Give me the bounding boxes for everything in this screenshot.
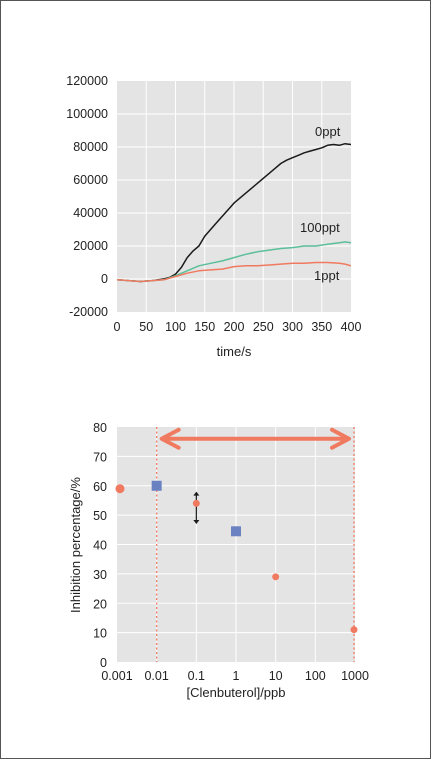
x-tick-label: 0.001 [101, 669, 132, 683]
data-point [115, 484, 125, 494]
y-tick-label: 20 [93, 597, 107, 611]
time-course-chart: -20000020000400006000080000100000120000 … [66, 74, 361, 359]
data-point [192, 499, 200, 507]
x-tick-label: 10 [269, 669, 283, 683]
data-point [272, 573, 280, 581]
x-tick-label: 350 [311, 320, 332, 334]
y-tick-label: 20000 [73, 239, 108, 253]
y-tick-label: 120000 [66, 74, 108, 88]
x-tick-labels: 0 50 100 150 200 250 300 350 400 [114, 320, 362, 334]
gridlines [117, 81, 351, 312]
x-tick-labels: 0.001 0.01 0.1 1 10 100 1000 [101, 669, 369, 683]
data-point-square [151, 480, 162, 491]
x-axis-label: [Clenbuterol]/ppb [186, 685, 285, 700]
y-tick-label: 10 [93, 627, 107, 641]
error-arrow-head-down [193, 519, 200, 524]
range-arrow-head-left [159, 427, 181, 450]
inhibition-chart: 0 10 20 30 40 50 60 70 80 0.001 0.01 0.1 1 10 100 1000… [68, 421, 369, 700]
y-tick-label: 0 [101, 272, 108, 286]
x-tick-label: 0.01 [144, 669, 168, 683]
x-tick-label: 150 [194, 320, 215, 334]
y-tick-label: -20000 [69, 305, 108, 319]
range-arrow-head-right [330, 427, 351, 450]
y-tick-label: 80000 [73, 140, 108, 154]
y-tick-label: 100000 [66, 107, 108, 121]
y-tick-labels: 0 10 20 30 40 50 60 70 80 [93, 421, 107, 670]
x-tick-label: 1000 [341, 669, 369, 683]
y-tick-label: 60000 [73, 173, 108, 187]
y-tick-label: 70 [93, 450, 107, 464]
y-tick-label: 80 [93, 421, 107, 435]
x-tick-label: 300 [282, 320, 303, 334]
y-tick-label: 40000 [73, 206, 108, 220]
x-tick-label: 400 [341, 320, 362, 334]
series-line-0ppt [117, 142, 351, 283]
x-tick-label: 50 [139, 320, 153, 334]
x-tick-label: 100 [305, 669, 326, 683]
x-axis-label: time/s [217, 344, 252, 359]
series-line-1ppt [117, 261, 351, 283]
x-tick-label: 200 [224, 320, 245, 334]
x-tick-label: 0 [114, 320, 121, 334]
y-tick-label: 40 [93, 539, 107, 553]
y-tick-label: 30 [93, 568, 107, 582]
y-axis-label: Inhibition percentage/% [68, 477, 83, 613]
data-point [350, 626, 358, 634]
x-tick-label: 0.1 [188, 669, 205, 683]
series-label-1ppt: 1ppt [314, 268, 340, 283]
x-tick-label: 250 [253, 320, 274, 334]
y-tick-label: 60 [93, 480, 107, 494]
y-tick-label: 50 [93, 509, 107, 523]
x-tick-label: 1 [233, 669, 240, 683]
series-label-0ppt: 0ppt [315, 124, 341, 139]
y-tick-labels: -20000 0 20000 40000 60000 80000 100000 120000 [66, 74, 108, 319]
error-arrow-head-up [193, 491, 200, 496]
x-tick-label: 100 [165, 320, 186, 334]
data-point-square [231, 526, 241, 537]
series-label-100ppt: 100ppt [300, 220, 340, 235]
y-tick-label: 0 [100, 656, 107, 670]
